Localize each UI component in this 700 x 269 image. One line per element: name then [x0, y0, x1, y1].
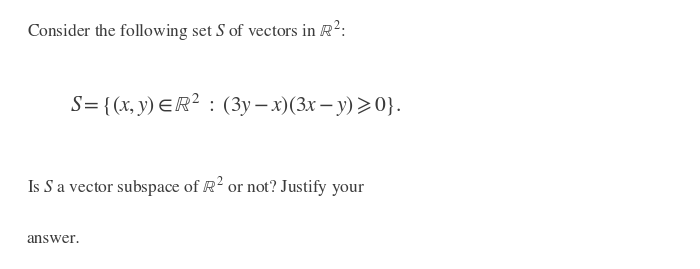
Text: answer.: answer.	[27, 231, 80, 247]
Text: Consider the following set $\mathit{S}$ of vectors in $\mathbb{R}^2$:: Consider the following set $\mathit{S}$ …	[27, 19, 345, 43]
Text: $\mathit{S} = \{(x, y) \in \mathbb{R}^2\ :\ (3y - x)(3x - y) \geqslant 0\}.$: $\mathit{S} = \{(x, y) \in \mathbb{R}^2\…	[70, 91, 401, 119]
Text: Is $\mathit{S}$ a vector subspace of $\mathbb{R}^2$ or not? Justify your: Is $\mathit{S}$ a vector subspace of $\m…	[27, 175, 365, 199]
